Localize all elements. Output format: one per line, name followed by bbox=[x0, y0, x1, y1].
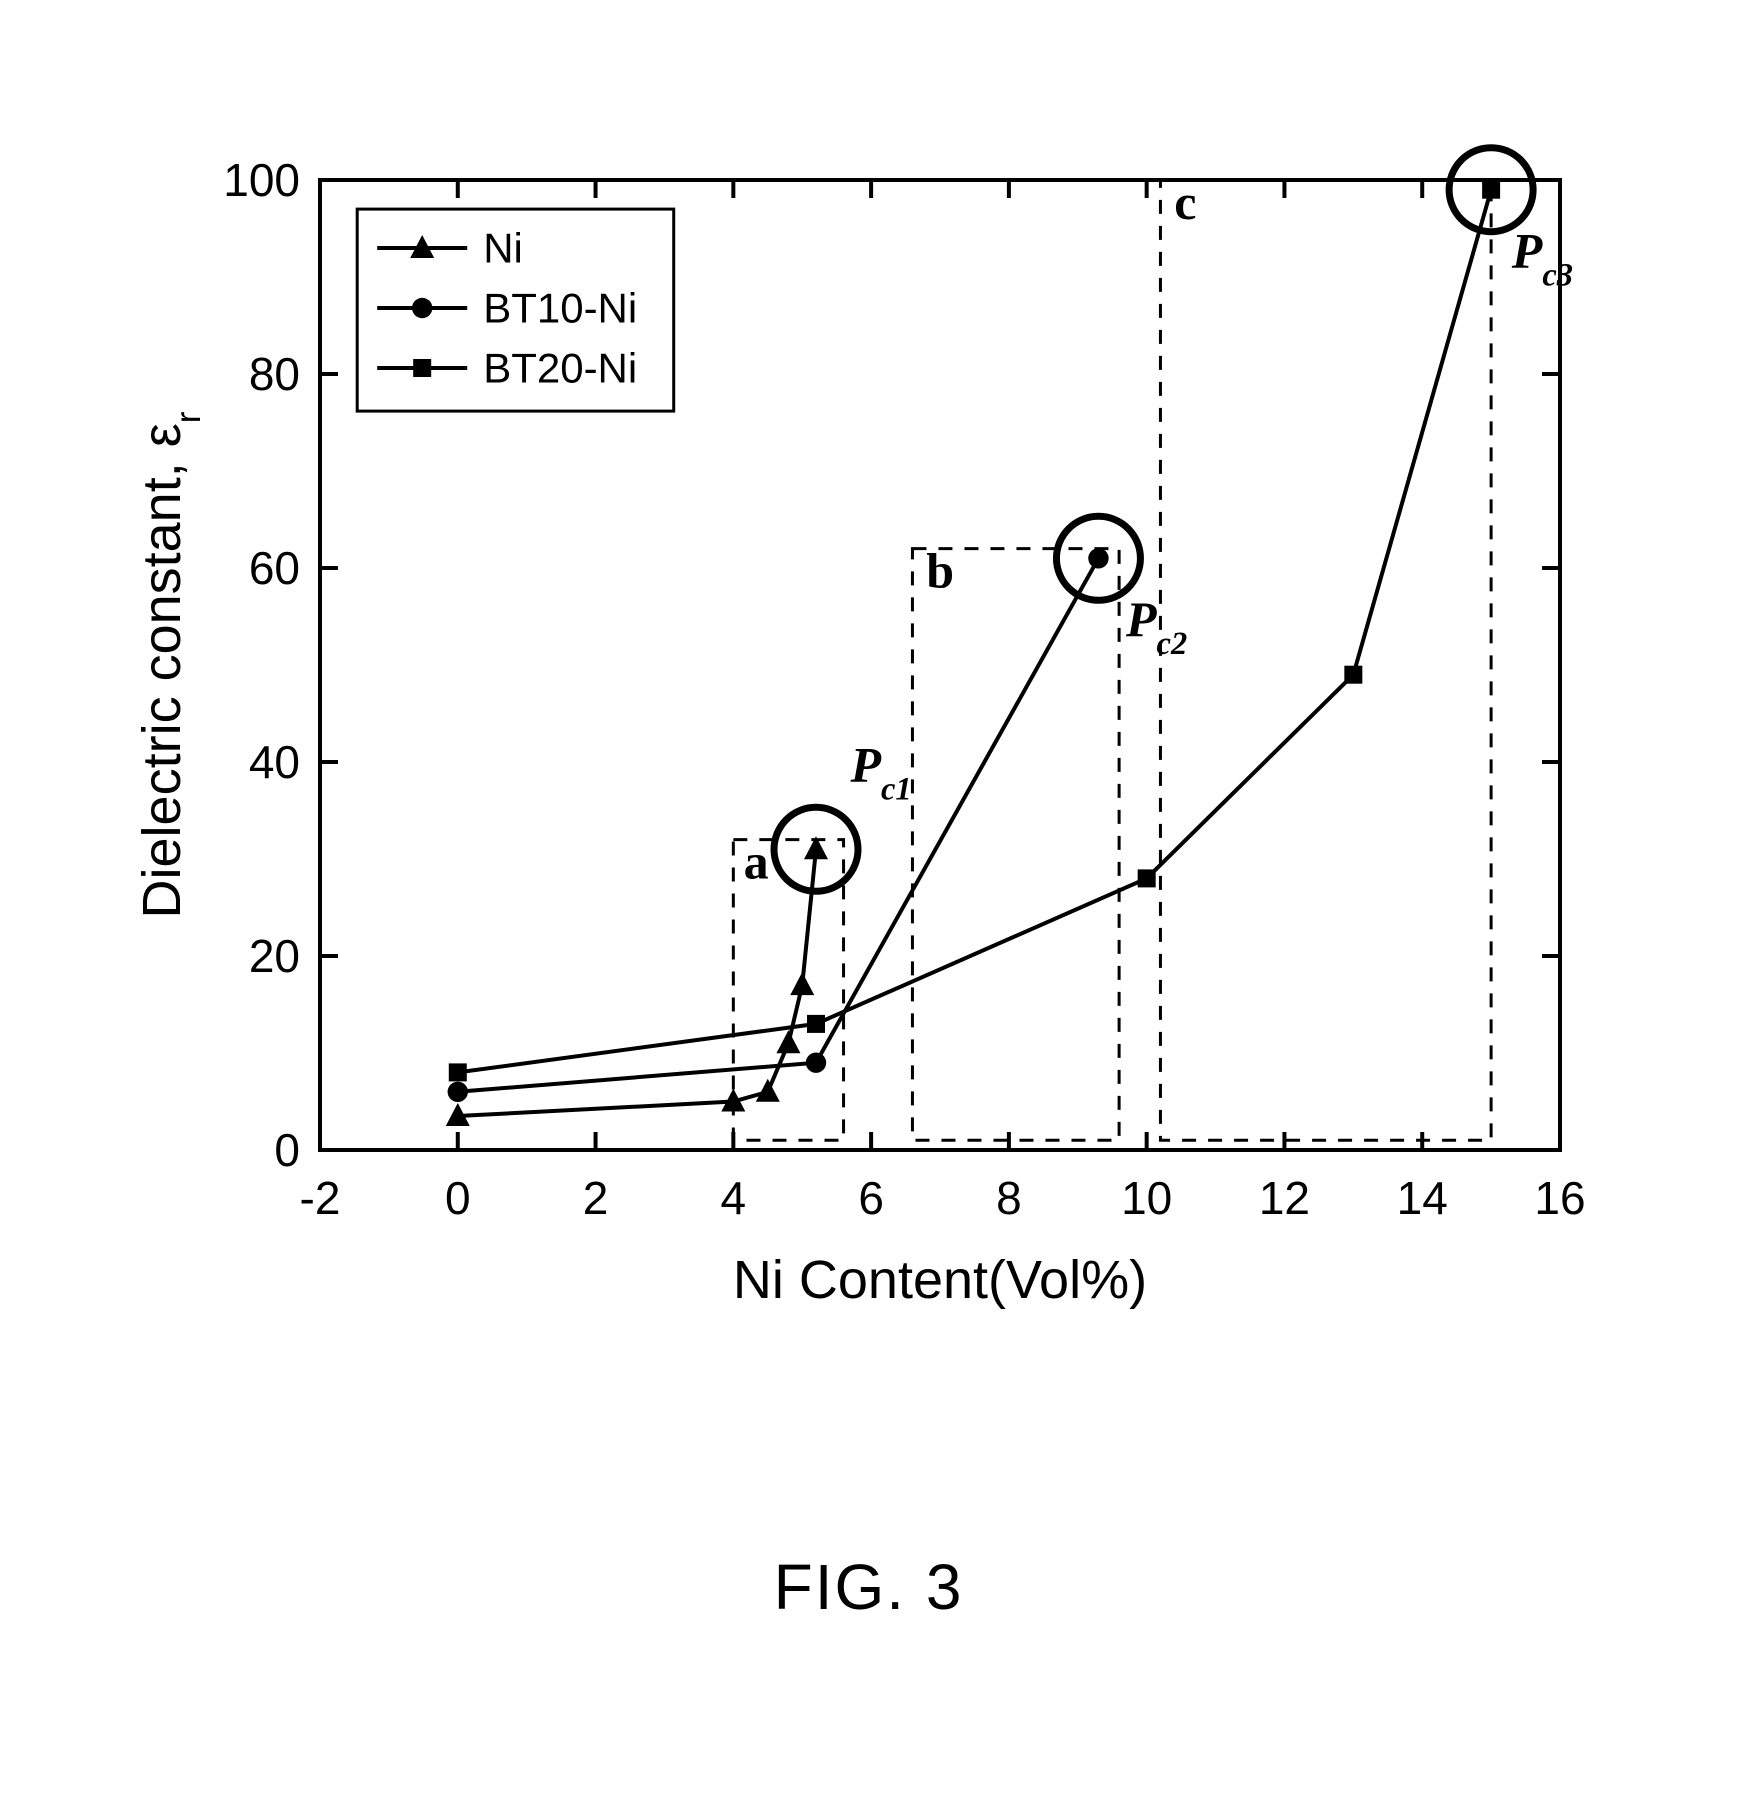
y-tick-label: 80 bbox=[249, 348, 300, 400]
y-tick-label: 100 bbox=[223, 154, 300, 206]
x-tick-label: 4 bbox=[721, 1172, 747, 1224]
legend-label-bt10: BT10-Ni bbox=[483, 285, 637, 332]
x-tick-label: -2 bbox=[300, 1172, 341, 1224]
pc-label-3: Pc3 bbox=[1511, 222, 1573, 293]
x-tick-label: 14 bbox=[1397, 1172, 1448, 1224]
region-box-c bbox=[1160, 180, 1491, 1140]
region-label-b: b bbox=[926, 542, 954, 598]
figure-caption: FIG. 3 bbox=[0, 1550, 1737, 1624]
region-box-b bbox=[912, 549, 1119, 1141]
region-label-a: a bbox=[744, 833, 769, 889]
x-tick-label: 0 bbox=[445, 1172, 471, 1224]
x-tick-label: 6 bbox=[858, 1172, 884, 1224]
pc-label-2: Pc2 bbox=[1125, 591, 1187, 662]
x-tick-label: 12 bbox=[1259, 1172, 1310, 1224]
x-tick-label: 16 bbox=[1534, 1172, 1585, 1224]
x-axis-label: Ni Content(Vol%) bbox=[733, 1250, 1147, 1310]
y-tick-label: 60 bbox=[249, 542, 300, 594]
dielectric-chart: -20246810121416020406080100Ni Content(Vo… bbox=[100, 120, 1637, 1420]
region-label-c: c bbox=[1174, 174, 1196, 230]
legend-label-ni: Ni bbox=[483, 225, 523, 272]
x-tick-label: 8 bbox=[996, 1172, 1022, 1224]
x-tick-label: 2 bbox=[583, 1172, 609, 1224]
legend-label-bt20: BT20-Ni bbox=[483, 345, 637, 392]
y-tick-label: 0 bbox=[274, 1124, 300, 1176]
y-tick-label: 20 bbox=[249, 930, 300, 982]
y-tick-label: 40 bbox=[249, 736, 300, 788]
pc-label-1: Pc1 bbox=[849, 736, 911, 807]
y-axis-label: Dielectric constant, εr bbox=[132, 411, 208, 918]
x-tick-label: 10 bbox=[1121, 1172, 1172, 1224]
